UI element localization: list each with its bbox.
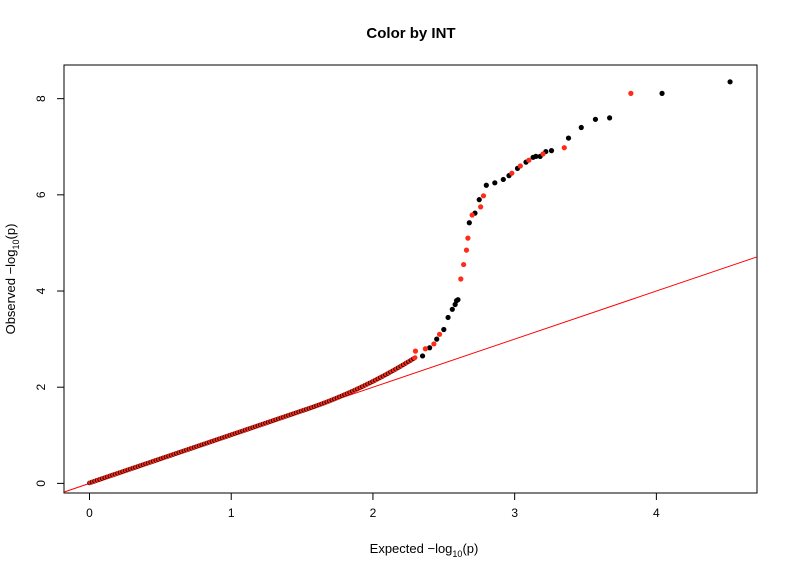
- y-tick-label: 8: [34, 95, 48, 102]
- data-point: [461, 261, 467, 268]
- data-point: [592, 116, 599, 122]
- y-tick-label: 6: [34, 191, 48, 198]
- y-tick-label: 4: [34, 287, 48, 294]
- data-point: [436, 331, 443, 337]
- data-point: [561, 145, 567, 151]
- reference-line: [64, 256, 757, 493]
- data-point: [517, 163, 523, 169]
- y-tick-label: 2: [34, 384, 48, 391]
- data-point: [427, 345, 433, 351]
- data-point: [628, 90, 634, 96]
- data-point: [466, 220, 472, 226]
- y-axis: 0 2 4 6 8: [34, 95, 65, 487]
- data-point: [434, 336, 440, 342]
- data-point: [431, 341, 437, 347]
- x-tick-label: 2: [370, 506, 377, 520]
- data-point: [463, 247, 470, 253]
- data-point: [465, 235, 471, 241]
- data-point: [449, 306, 455, 312]
- chart-title: Color by INT: [366, 25, 455, 42]
- data-point: [441, 326, 447, 333]
- data-point: [565, 135, 572, 141]
- data-point: [540, 151, 546, 157]
- points-layer: [87, 79, 733, 486]
- data-point: [509, 170, 515, 176]
- y-tick-label: 0: [34, 480, 48, 487]
- data-point: [458, 276, 464, 282]
- data-point: [483, 182, 489, 188]
- data-point: [455, 297, 461, 303]
- data-point: [727, 79, 733, 85]
- data-point: [412, 348, 419, 354]
- data-point: [419, 353, 426, 359]
- x-tick-label: 4: [653, 506, 660, 520]
- data-point: [526, 157, 532, 163]
- data-point: [412, 355, 418, 360]
- data-point: [533, 153, 539, 159]
- x-tick-label: 1: [228, 506, 235, 520]
- x-tick-label: 0: [86, 506, 93, 520]
- data-point: [607, 115, 613, 121]
- data-point: [469, 212, 475, 218]
- x-axis: 0 1 2 3 4: [86, 492, 660, 520]
- data-point: [422, 346, 428, 352]
- data-point: [548, 148, 555, 154]
- x-axis-label: Expected −log10(p): [370, 541, 479, 559]
- data-point: [480, 193, 487, 199]
- plot-frame: [63, 64, 758, 494]
- data-point: [659, 90, 665, 96]
- data-point: [578, 124, 584, 131]
- data-point: [492, 180, 498, 186]
- x-tick-label: 3: [511, 506, 518, 520]
- data-point: [478, 204, 484, 210]
- data-point: [445, 314, 451, 321]
- data-point: [500, 176, 506, 183]
- data-point: [476, 197, 482, 203]
- y-axis-label: Observed −log10(p): [3, 224, 21, 335]
